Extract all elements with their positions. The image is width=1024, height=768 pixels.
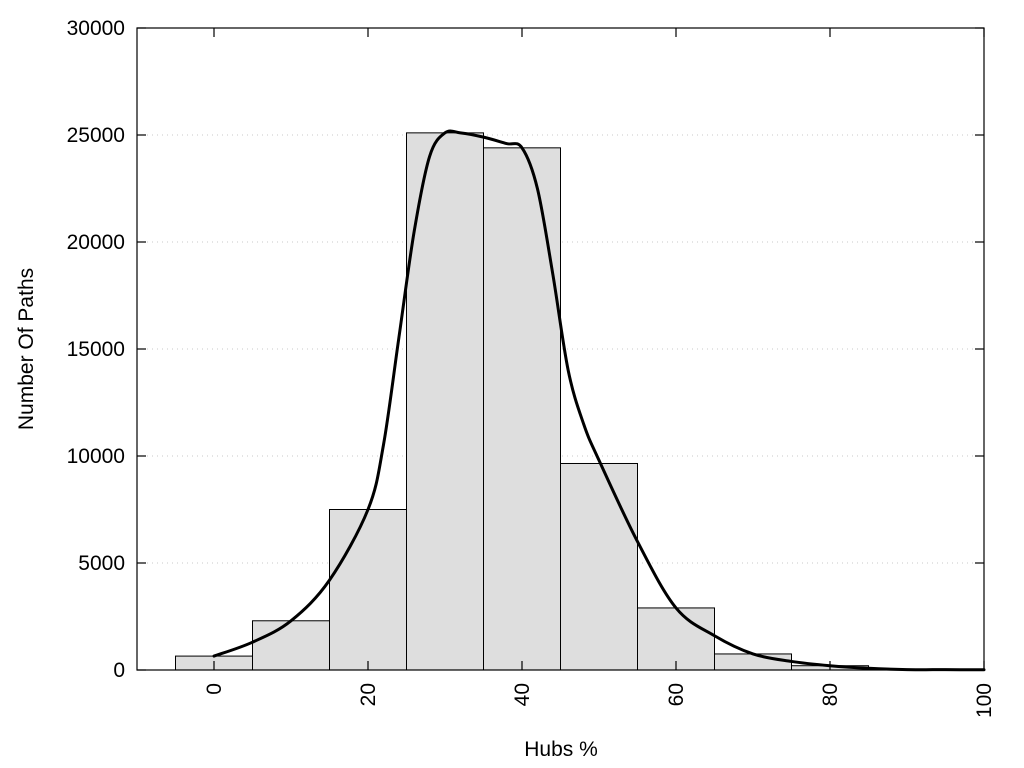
histogram-bar [637,607,715,671]
histogram-bar [406,132,484,671]
x-tick-labels: 0 20 40 60 80 100 [203,683,996,718]
axis-ticks [137,27,985,671]
fit-curve-layer [212,129,986,672]
y-tick-label: 0 [113,659,125,682]
y-tick-label: 25000 [67,124,125,147]
y-tick-label: 20000 [67,231,125,254]
y-tick-label: 5000 [78,552,125,575]
gridlines [137,134,984,564]
x-axis-title: Hubs % [524,738,598,761]
histogram-bar [329,509,407,671]
x-tick-label: 0 [203,683,226,695]
x-tick-label: 60 [665,683,688,706]
histogram-bar [714,653,792,671]
histogram-bar [252,620,330,671]
y-tick-label: 30000 [67,17,125,40]
y-tick-label: 10000 [67,445,125,468]
y-axis-title: Number Of Paths [15,268,38,430]
x-tick-label: 100 [973,683,996,718]
x-tick-label: 80 [819,683,842,706]
x-tick-label: 20 [357,683,380,706]
histogram-bar [483,147,561,671]
fit-curve [212,129,986,672]
y-tick-labels: 0 5000 10000 15000 20000 25000 30000 [67,17,125,682]
x-tick-label: 40 [511,683,534,706]
y-tick-label: 15000 [67,338,125,361]
histogram-bar [560,462,638,671]
histogram-bars [175,132,985,671]
